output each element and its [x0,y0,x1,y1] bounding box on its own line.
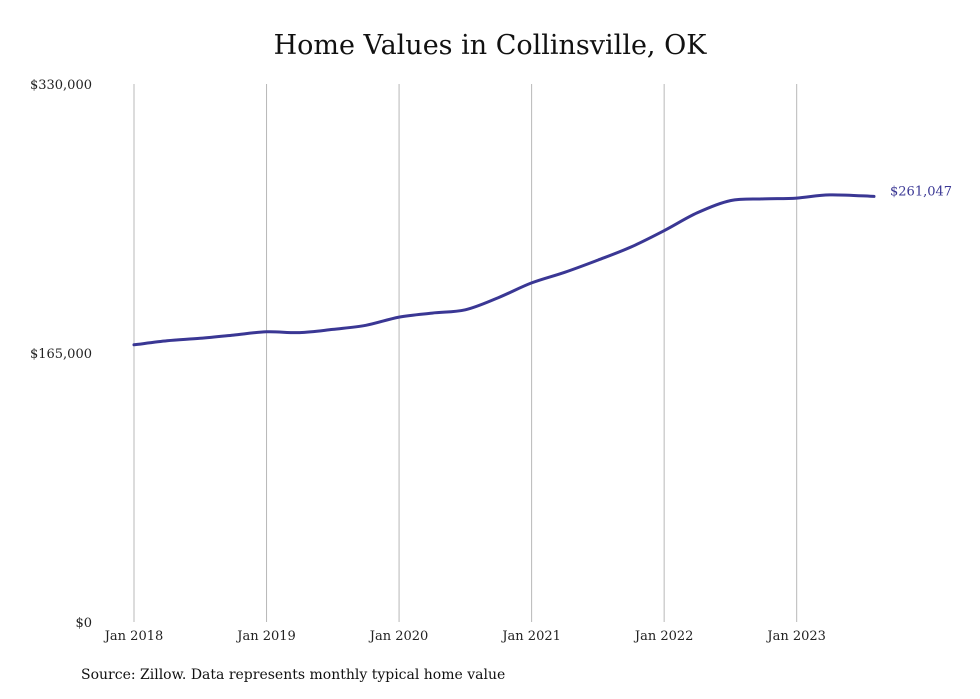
series-line [132,193,876,347]
x-tick-label: Jan 2021 [500,629,561,644]
x-tick-label: Jan 2020 [368,629,429,644]
y-tick-label: $165,000 [30,347,92,362]
y-tick-label: $330,000 [30,78,92,93]
y-tick-label: $0 [75,616,92,631]
x-tick-label: Jan 2019 [235,629,296,644]
x-tick-label: Jan 2018 [103,629,164,644]
end-value-label: $261,047 [890,184,952,199]
source-note: Source: Zillow. Data represents monthly … [81,667,506,683]
chart-title: Home Values in Collinsville, OK [273,30,707,61]
x-tick-label: Jan 2023 [765,629,826,644]
x-tick-label: Jan 2022 [633,629,694,644]
